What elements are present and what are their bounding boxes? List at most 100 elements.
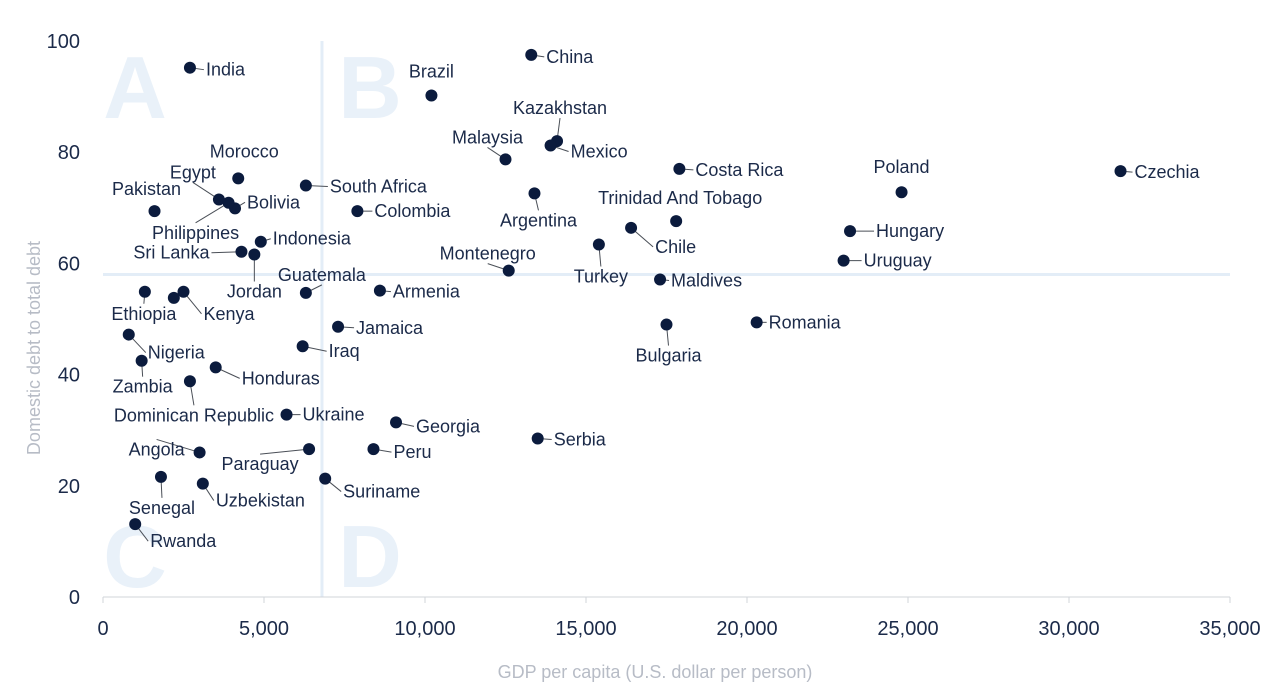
x-tick-label: 35,000 (1199, 618, 1260, 640)
y-tick-label: 60 (58, 253, 80, 275)
point-label-rwanda: Rwanda (150, 531, 217, 551)
point-label-egypt: Egypt (170, 162, 216, 182)
y-tick-label: 100 (47, 31, 80, 53)
point-label-angola: Angola (129, 439, 186, 459)
data-point-montenegro (502, 264, 515, 277)
point-label-bulgaria: Bulgaria (635, 346, 702, 366)
data-point-guatemala (299, 286, 312, 299)
data-point-peru (367, 443, 380, 456)
data-point-brazil (425, 89, 438, 102)
point-label-senegal: Senegal (129, 498, 195, 518)
data-point-rwanda (129, 518, 142, 531)
point-label-suriname: Suriname (343, 482, 420, 502)
point-label-zambia: Zambia (113, 377, 174, 397)
x-tick-label: 15,000 (555, 618, 616, 640)
x-tick-label: 25,000 (877, 618, 938, 640)
point-label-georgia: Georgia (416, 416, 481, 436)
data-point-costa-rica (673, 162, 686, 175)
point-label-maldives: Maldives (671, 271, 742, 291)
point-label-bolivia: Bolivia (247, 192, 301, 212)
point-label-guatemala: Guatemala (278, 265, 367, 285)
leader-line-angola (156, 438, 200, 453)
leader-line-philippines (195, 202, 229, 224)
point-label-sri-lanka: Sri Lanka (133, 243, 210, 263)
data-point-kenya (177, 285, 190, 298)
data-point-iraq (296, 340, 309, 353)
point-label-brazil: Brazil (409, 61, 454, 81)
point-label-morocco: Morocco (210, 141, 279, 161)
data-point-angola (193, 446, 206, 459)
data-point-egypt (212, 193, 225, 206)
data-point-nigeria (122, 328, 135, 341)
data-point-honduras (209, 361, 222, 374)
point-label-kenya: Kenya (204, 304, 256, 324)
point-label-serbia: Serbia (554, 430, 607, 450)
point-label-armenia: Armenia (393, 282, 461, 302)
point-label-dominican-republic: Dominican Republic (114, 405, 274, 425)
point-label-uruguay: Uruguay (864, 251, 932, 271)
point-label-south-africa: South Africa (330, 177, 428, 197)
point-label-indonesia: Indonesia (273, 229, 352, 249)
point-label-montenegro: Montenegro (440, 244, 536, 264)
data-point-colombia (351, 205, 364, 218)
data-point-chile (625, 221, 638, 234)
point-label-poland: Poland (874, 157, 930, 177)
x-tick-label: 10,000 (394, 618, 455, 640)
point-label-jordan: Jordan (227, 282, 282, 302)
data-point-south-africa (299, 179, 312, 192)
y-tick-label: 0 (69, 587, 80, 609)
data-point-dominican-republic (183, 375, 196, 388)
data-point-georgia (390, 416, 403, 429)
point-label-jamaica: Jamaica (356, 318, 424, 338)
data-point-ethiopia (138, 285, 151, 298)
y-tick-label: 40 (58, 365, 80, 387)
y-tick-label: 20 (58, 476, 80, 498)
leader-line-paraguay (260, 448, 310, 455)
point-label-romania: Romania (769, 312, 842, 332)
quadrant-labels: A BC D (103, 38, 402, 606)
point-label-nigeria: Nigeria (148, 343, 206, 363)
data-point-mexico (544, 139, 557, 152)
data-point-romania (750, 316, 763, 329)
point-label-turkey: Turkey (574, 266, 628, 286)
point-label-mexico: Mexico (571, 142, 628, 162)
data-point-uruguay (837, 254, 850, 267)
data-point-zambia (135, 354, 148, 367)
point-label-india: India (206, 60, 246, 80)
point-label-trinidad-and-tobago: Trinidad And Tobago (598, 188, 762, 208)
point-label-china: China (546, 47, 594, 67)
axes: 0 5,000 10,000 15,000 20,000 25,000 30,000 35,0… (47, 31, 1261, 640)
x-tick-label: 0 (97, 618, 108, 640)
data-point-maldives (654, 273, 667, 286)
data-point-philippines (222, 196, 235, 209)
point-label-malaysia: Malaysia (452, 127, 524, 147)
data-point-uzbekistan (196, 477, 209, 490)
point-label-ethiopia: Ethiopia (111, 304, 177, 324)
x-tick-label: 5,000 (239, 618, 289, 640)
point-label-honduras: Honduras (242, 368, 320, 388)
point-label-peru: Peru (393, 442, 431, 462)
data-point-senegal (154, 470, 167, 483)
data-point-bulgaria (660, 318, 673, 331)
point-label-paraguay: Paraguay (222, 454, 299, 474)
point-label-ukraine: Ukraine (303, 405, 365, 425)
point-labels: India Brazil China Kazakhstan Mexico Malaysia… (111, 47, 1200, 551)
data-point-hungary (844, 225, 857, 238)
point-label-philippines: Philippines (152, 223, 239, 243)
data-point-ukraine (280, 408, 293, 421)
data-points (122, 48, 1127, 531)
quadrant-label-a: A (103, 38, 167, 137)
data-point-morocco (232, 172, 245, 185)
data-point-serbia (531, 432, 544, 445)
quadrant-label-d: D (338, 507, 402, 606)
point-label-colombia: Colombia (374, 201, 451, 221)
data-point-turkmenistan (167, 291, 180, 304)
point-label-uzbekistan: Uzbekistan (216, 491, 305, 511)
point-label-pakistan: Pakistan (112, 179, 181, 199)
data-point-indonesia (254, 235, 267, 248)
data-point-argentina (528, 187, 541, 200)
data-point-jamaica (332, 320, 345, 333)
data-point-pakistan (148, 205, 161, 218)
x-tick-label: 20,000 (716, 618, 777, 640)
